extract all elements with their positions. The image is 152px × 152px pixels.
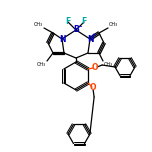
Text: +: +: [92, 33, 96, 38]
Text: CH₃: CH₃: [37, 62, 46, 67]
Text: N: N: [59, 35, 65, 43]
Text: CH₃: CH₃: [104, 62, 113, 67]
Text: −: −: [78, 24, 82, 29]
Text: CH₃: CH₃: [109, 22, 118, 27]
Text: F: F: [65, 17, 71, 26]
Text: CH₃: CH₃: [34, 22, 43, 27]
Text: O: O: [90, 83, 96, 93]
Text: N: N: [87, 35, 93, 43]
Text: F: F: [81, 17, 87, 26]
Text: O: O: [92, 64, 98, 73]
Text: B: B: [73, 26, 79, 35]
